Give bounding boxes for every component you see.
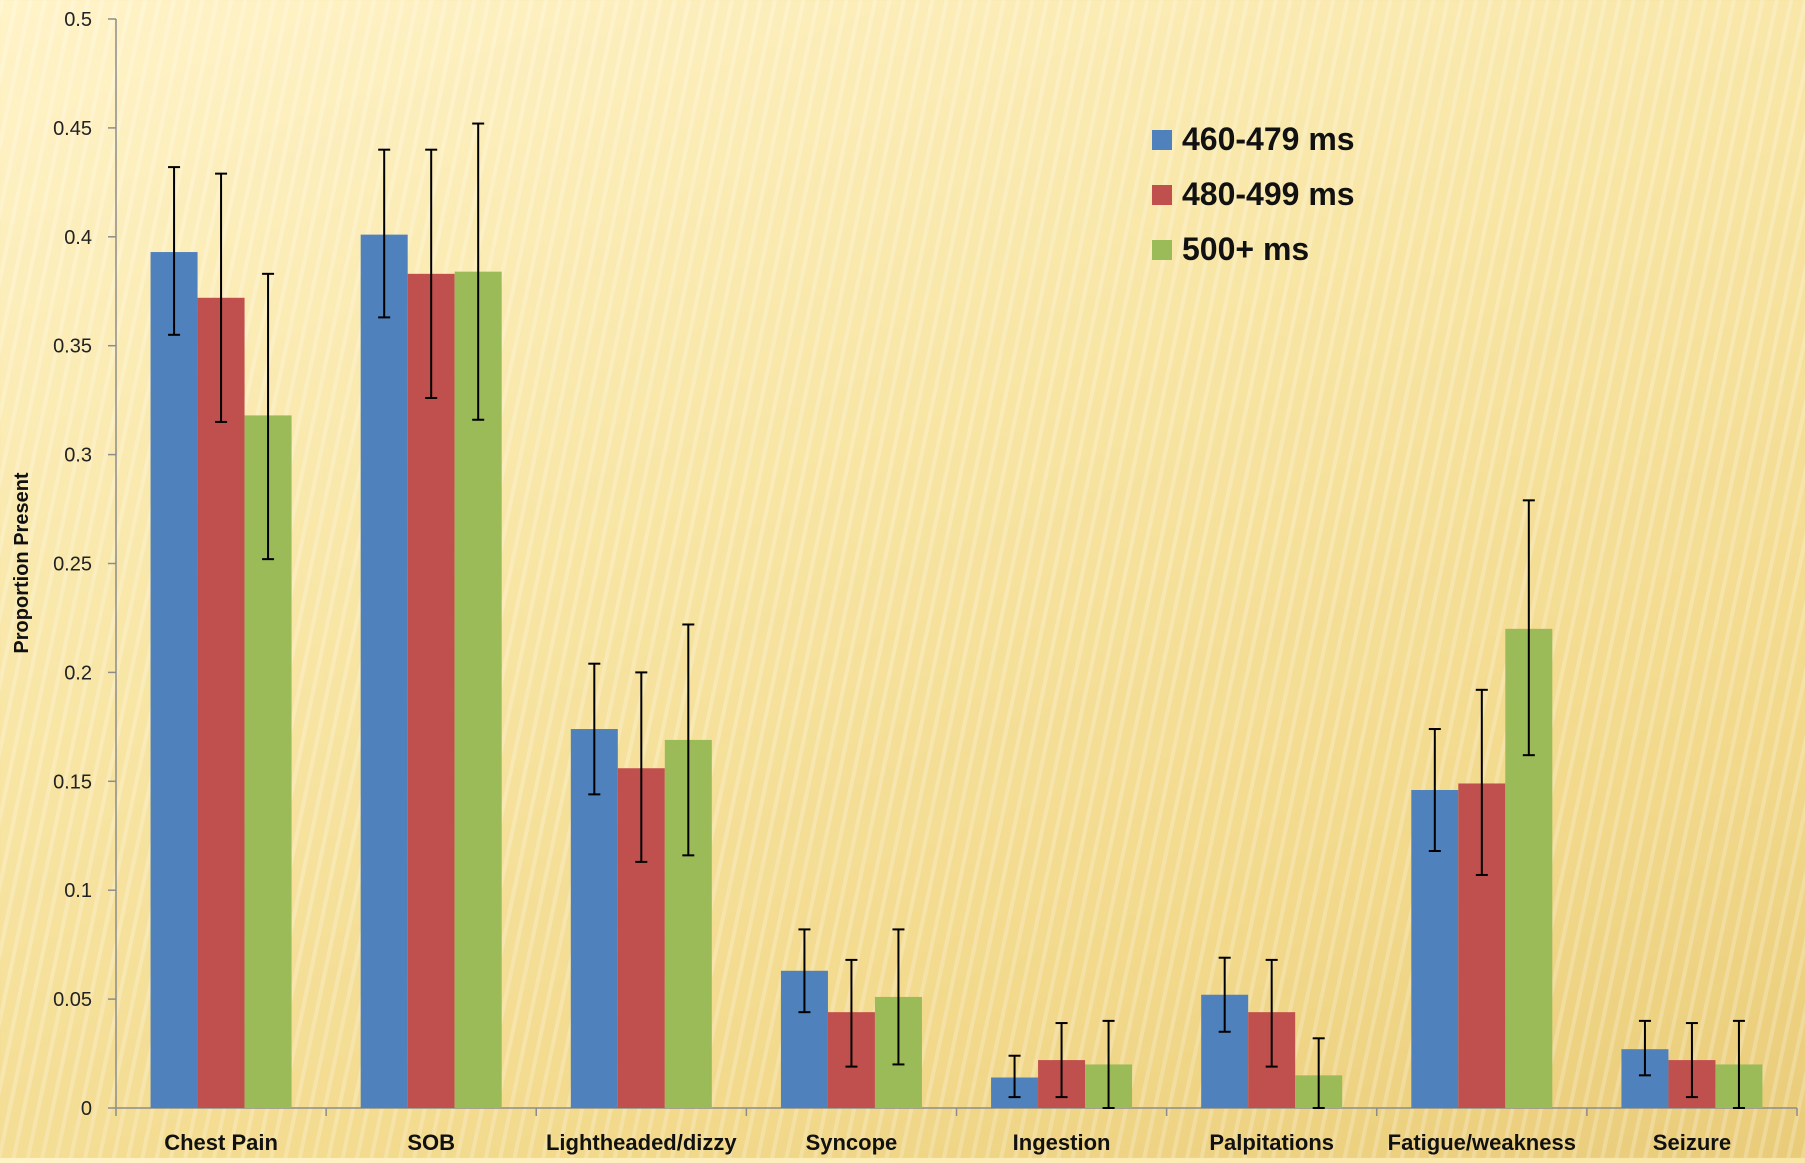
x-tick-label: Seizure bbox=[1653, 1130, 1731, 1155]
legend-swatch bbox=[1152, 240, 1172, 260]
y-axis-label: Proportion Present bbox=[11, 472, 33, 653]
y-tick-label: 0.4 bbox=[64, 227, 92, 249]
bar bbox=[407, 273, 455, 1108]
bars-group bbox=[150, 234, 1763, 1108]
y-tick-label: 0.1 bbox=[64, 880, 92, 902]
legend-label: 500+ ms bbox=[1182, 231, 1309, 267]
legend: 460-479 ms 480-499 ms 500+ ms bbox=[1152, 121, 1355, 267]
x-tick-label: Syncope bbox=[806, 1130, 898, 1155]
y-tick-label: 0.5 bbox=[64, 9, 92, 31]
legend-swatch bbox=[1152, 130, 1172, 150]
legend-label: 460-479 ms bbox=[1182, 121, 1355, 157]
legend-swatch bbox=[1152, 185, 1172, 205]
y-tick-label: 0.25 bbox=[53, 554, 92, 576]
y-tick-label: 0.2 bbox=[64, 662, 92, 684]
error-bars-group bbox=[168, 122, 1745, 1109]
y-tick-label: 0.3 bbox=[64, 445, 92, 467]
x-tick-label: SOB bbox=[407, 1130, 455, 1155]
x-tick-label: Fatigue/weakness bbox=[1388, 1130, 1576, 1155]
x-tick-label: Ingestion bbox=[1013, 1130, 1111, 1155]
y-tick-label: 0.15 bbox=[53, 771, 92, 793]
y-tick-label: 0.05 bbox=[53, 989, 92, 1011]
bar bbox=[197, 297, 245, 1108]
x-tick-label: Palpitations bbox=[1209, 1130, 1334, 1155]
y-tick-label: 0.45 bbox=[53, 118, 92, 140]
y-tick-label: 0 bbox=[81, 1098, 92, 1120]
x-tick-label: Chest Pain bbox=[164, 1130, 278, 1155]
legend-label: 480-499 ms bbox=[1182, 176, 1355, 212]
x-tick-label: Lightheaded/dizzy bbox=[546, 1130, 737, 1155]
bar bbox=[150, 252, 198, 1108]
y-tick-label: 0.35 bbox=[53, 336, 92, 358]
bar bbox=[360, 234, 408, 1108]
y-axis: 0 0.05 0.1 0.15 0.2 0.25 0.3 0.35 0.4 0.45 0.5 bbox=[53, 9, 117, 1120]
